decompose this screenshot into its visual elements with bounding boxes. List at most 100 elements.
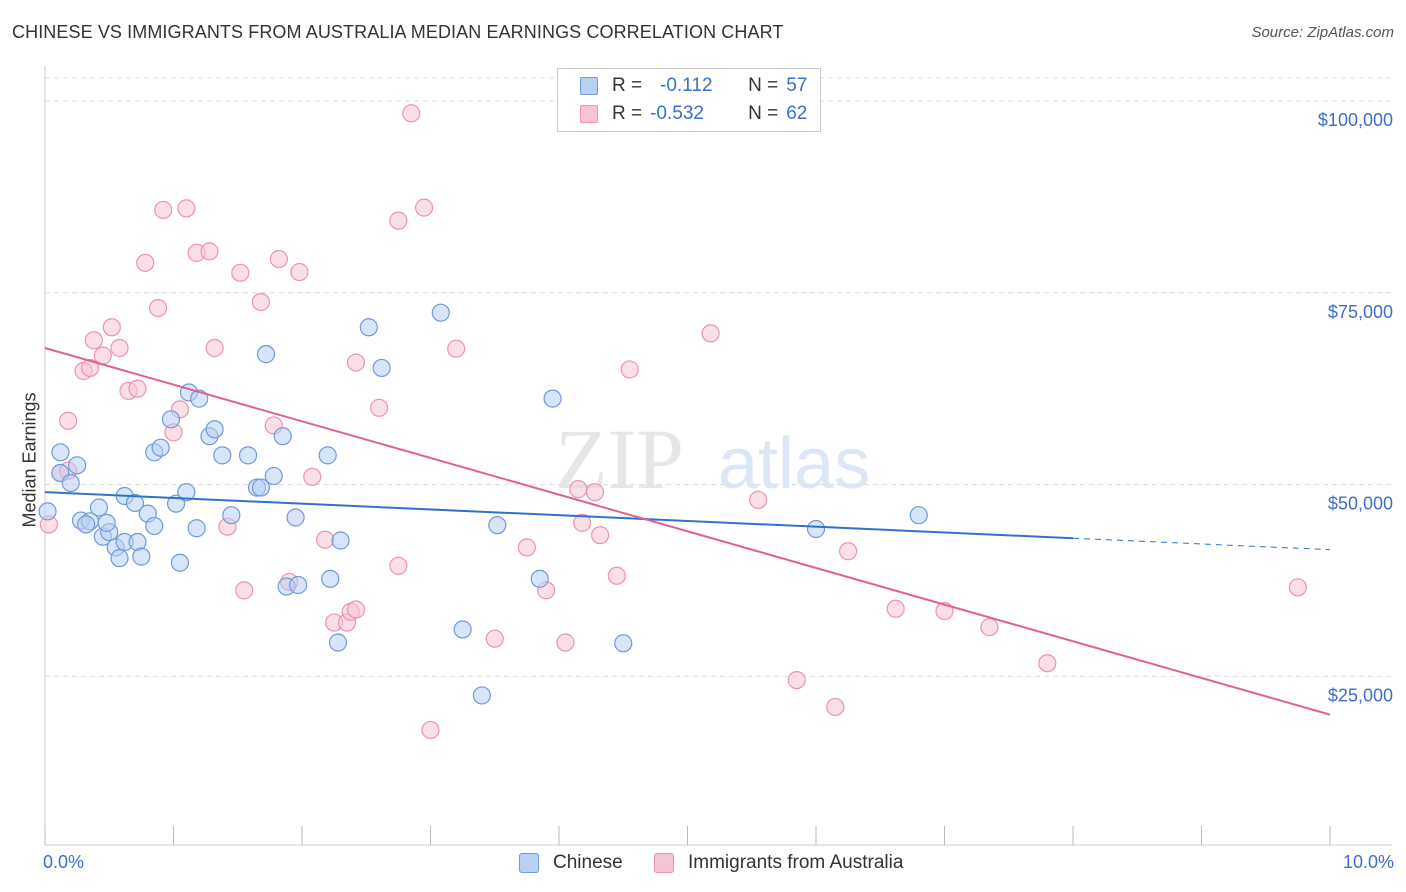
chinese-r-value: -0.112 xyxy=(660,75,713,96)
chinese-point-41 xyxy=(286,508,305,527)
chinese-point-3 xyxy=(61,473,80,493)
australia-point-47 xyxy=(569,480,588,499)
x-tick-label-max: 10.0% xyxy=(1342,852,1394,872)
australia-point-19 xyxy=(200,242,219,261)
chinese-point-46 xyxy=(331,531,350,550)
chinese-point-31 xyxy=(205,420,224,439)
chinese-point-47 xyxy=(359,318,378,337)
chinese-point-57 xyxy=(909,506,928,525)
australia-r-value: -0.532 xyxy=(650,103,704,124)
legend-label-australia: Immigrants from Australia xyxy=(688,852,904,873)
australia-point-42 xyxy=(447,339,466,358)
chinese-point-45 xyxy=(328,633,348,652)
australia-point-61 xyxy=(1038,654,1057,673)
australia-point-11 xyxy=(128,379,147,398)
australia-point-13 xyxy=(148,299,168,318)
australia-point-53 xyxy=(701,324,720,343)
chinese-point-43 xyxy=(318,446,337,465)
chinese-point-55 xyxy=(614,634,633,653)
australia-point-39 xyxy=(402,104,421,123)
chinese-point-42 xyxy=(289,575,308,595)
y-tick-label-1: $75,000 xyxy=(1328,302,1393,322)
chinese-point-33 xyxy=(222,506,241,525)
correlation-legend: R = -0.112 N = 57 R = -0.532 N = 62 xyxy=(557,68,821,132)
axes xyxy=(44,66,1392,846)
chinese-point-26 xyxy=(177,483,196,502)
legend-label-chinese: Chinese xyxy=(553,852,623,873)
australia-n-label: N = xyxy=(748,103,779,124)
chinese-point-32 xyxy=(213,446,232,465)
australia-point-3 xyxy=(59,411,78,430)
australia-swatch xyxy=(580,105,598,123)
australia-point-35 xyxy=(346,353,366,372)
australia-point-30 xyxy=(316,530,335,549)
australia-point-48 xyxy=(573,513,592,532)
y-tick-label-2: $50,000 xyxy=(1328,494,1393,514)
australia-point-23 xyxy=(235,581,254,600)
australia-n-value: 62 xyxy=(786,103,808,124)
chinese-trend-extension xyxy=(1072,537,1331,551)
chinese-point-14 xyxy=(110,549,129,568)
australia-point-60 xyxy=(980,618,999,637)
chinese-point-11 xyxy=(97,513,116,532)
australia-point-14 xyxy=(154,200,173,220)
x-tick-label-min: 0.0% xyxy=(43,852,85,872)
chinese-point-36 xyxy=(251,478,270,497)
australia-point-24 xyxy=(251,292,270,312)
australia-point-20 xyxy=(205,338,224,358)
australia-point-6 xyxy=(84,331,103,350)
y-tick-labels: $100,000 $75,000 $50,000 $25,000 xyxy=(1318,110,1393,705)
chinese-point-51 xyxy=(472,686,491,705)
chinese-point-23 xyxy=(161,410,181,429)
trend-lines xyxy=(44,347,1331,716)
data-points xyxy=(38,104,1307,740)
y-tick-label-0: $100,000 xyxy=(1318,110,1393,130)
australia-point-43 xyxy=(485,629,504,648)
chinese-point-22 xyxy=(151,438,170,457)
australia-point-41 xyxy=(421,720,440,740)
chinese-point-38 xyxy=(264,466,283,486)
australia-point-29 xyxy=(303,467,322,486)
australia-point-62 xyxy=(1288,578,1307,597)
chinese-point-29 xyxy=(187,519,206,538)
chinese-point-49 xyxy=(431,303,450,322)
legend-item-chinese: Chinese xyxy=(519,852,623,874)
australia-point-46 xyxy=(556,633,575,652)
australia-point-5 xyxy=(80,358,100,378)
chinese-point-44 xyxy=(321,569,340,588)
chinese-point-56 xyxy=(806,519,826,539)
chinese-point-18 xyxy=(132,547,151,566)
chinese-n-value: 57 xyxy=(786,75,808,96)
chinese-point-54 xyxy=(543,389,562,408)
australia-point-38 xyxy=(389,211,408,230)
chinese-point-0 xyxy=(38,502,57,521)
australia-point-54 xyxy=(749,490,768,509)
series-legend: Chinese Immigrants from Australia xyxy=(0,852,1406,880)
australia-point-9 xyxy=(110,338,129,358)
chinese-point-52 xyxy=(488,516,507,535)
chinese-point-20 xyxy=(145,516,164,536)
australia-point-34 xyxy=(346,600,366,619)
y-axis-label: Median Earnings xyxy=(19,392,40,528)
australia-point-36 xyxy=(370,398,389,417)
australia-point-17 xyxy=(177,199,196,218)
legend-row-chinese: R = -0.112 N = 57 xyxy=(580,73,807,99)
chinese-trend-line xyxy=(44,491,1074,540)
australia-point-12 xyxy=(136,253,155,272)
chinese-point-4 xyxy=(68,456,87,475)
australia-point-37 xyxy=(389,556,408,575)
chinese-point-39 xyxy=(273,427,292,446)
chinese-r-label: R = xyxy=(612,75,643,96)
chinese-point-7 xyxy=(77,515,96,534)
australia-point-58 xyxy=(886,599,905,618)
australia-r-label: R = xyxy=(612,103,643,124)
chinese-point-50 xyxy=(453,620,472,639)
australia-point-26 xyxy=(269,249,288,269)
legend-item-australia: Immigrants from Australia xyxy=(654,852,903,874)
chinese-n-label: N = xyxy=(748,75,779,96)
chinese-point-25 xyxy=(170,553,190,572)
chinese-point-53 xyxy=(530,569,549,588)
australia-point-50 xyxy=(591,526,610,545)
australia-point-52 xyxy=(620,360,639,379)
